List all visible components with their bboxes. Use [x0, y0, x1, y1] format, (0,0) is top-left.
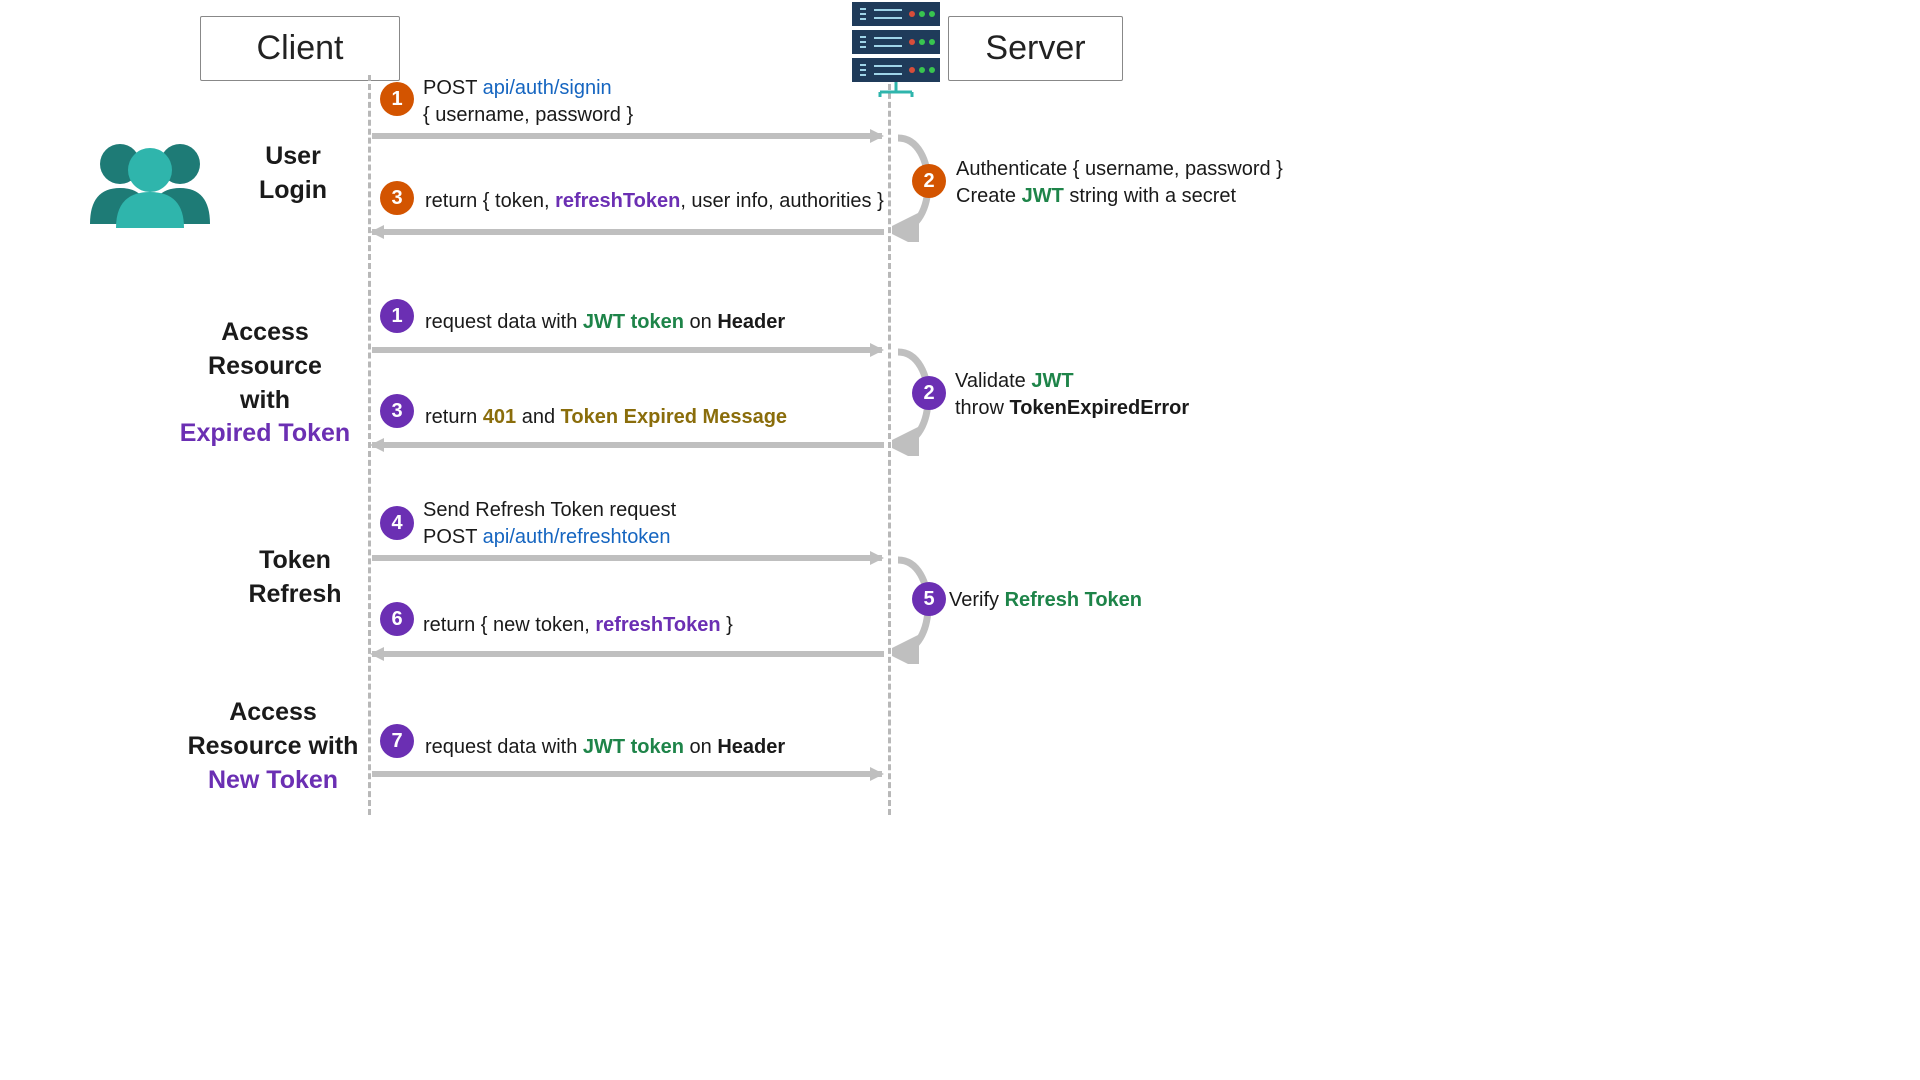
actor-server-box: Server — [948, 16, 1123, 81]
step-circle-9: 6 — [380, 602, 414, 636]
step-circle-1: 1 — [380, 82, 414, 116]
step-text-5: Validate JWTthrow TokenExpiredError — [955, 368, 1189, 422]
actor-client-label: Client — [257, 29, 344, 67]
server-rack-icon — [850, 0, 945, 100]
lifeline-server — [888, 75, 891, 815]
actor-client-box: Client — [200, 16, 400, 81]
step-text-3: return { token, refreshToken, user info,… — [425, 188, 884, 215]
step-circle-7: 4 — [380, 506, 414, 540]
step-text-1: POST api/auth/signin{ username, password… — [423, 75, 633, 129]
actor-server-label: Server — [985, 29, 1085, 67]
section-label-expired: AccessResourcewithExpired Token — [170, 316, 360, 451]
step-circle-6: 3 — [380, 394, 414, 428]
users-icon — [80, 138, 220, 228]
step-text-9: return { new token, refreshToken } — [423, 612, 733, 639]
step-text-4: request data with JWT token on Header — [425, 309, 785, 336]
step-circle-2: 2 — [912, 164, 946, 198]
step-text-8: Verify Refresh Token — [949, 587, 1142, 614]
sequence-diagram: Client Server — [0, 0, 1440, 820]
step-circle-3: 3 — [380, 181, 414, 215]
step-text-10: request data with JWT token on Header — [425, 734, 785, 761]
section-label-login: UserLogin — [228, 140, 358, 208]
step-text-7: Send Refresh Token requestPOST api/auth/… — [423, 497, 676, 551]
step-circle-10: 7 — [380, 724, 414, 758]
step-circle-5: 2 — [912, 376, 946, 410]
section-label-refresh: TokenRefresh — [230, 544, 360, 612]
step-text-2: Authenticate { username, password }Creat… — [956, 156, 1283, 210]
step-text-6: return 401 and Token Expired Message — [425, 404, 787, 431]
step-circle-8: 5 — [912, 582, 946, 616]
section-label-newtok: AccessResource withNew Token — [178, 696, 368, 797]
step-circle-4: 1 — [380, 299, 414, 333]
